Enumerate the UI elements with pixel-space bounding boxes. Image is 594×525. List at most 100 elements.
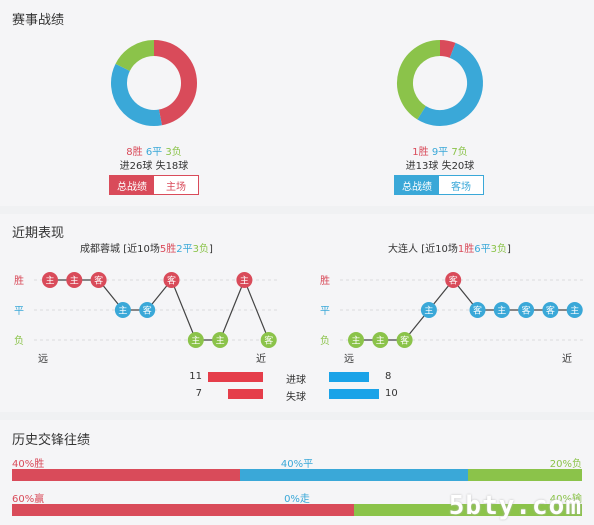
history-row2-loss: 40%输: [549, 494, 582, 505]
home-match-venue: 客: [264, 335, 273, 347]
home-record-line: 8胜 6平 3负: [0, 143, 308, 158]
home-near-label: 近: [256, 352, 266, 365]
home-match-venue: 主: [191, 335, 200, 347]
away-match-venue: 客: [473, 305, 482, 317]
away-match-venue: 主: [351, 335, 360, 347]
stat-label: 失球: [286, 392, 306, 403]
away-match-dot[interactable]: [348, 332, 364, 348]
home-match-dot[interactable]: [139, 302, 156, 318]
home-match-venue: 主: [216, 335, 225, 347]
away-match-venue: 客: [522, 305, 531, 317]
away-match-venue: 客: [546, 305, 555, 317]
home-match-venue: 主: [45, 275, 54, 287]
home-summary-prefix: [近10场: [123, 244, 160, 255]
history-row1-draw: 40%平: [280, 459, 314, 470]
history-row1-bar: [12, 469, 582, 481]
away-match-dot[interactable]: [372, 332, 389, 348]
away-summary-loss: 3负: [490, 244, 507, 255]
record-panel: 赛事战绩 8胜 6平 3负 进26球 失18球 总战绩 主场 1胜 9平 7负 …: [0, 0, 594, 206]
away-form-chart: 胜平负主主客主客客主客客主远近: [320, 272, 586, 365]
home-match-dot[interactable]: [163, 272, 180, 288]
home-loss: 3负: [165, 147, 182, 158]
away-match-dot[interactable]: [542, 302, 559, 318]
home-team-name: 成都蓉城: [80, 244, 120, 255]
away-tab-total[interactable]: 总战绩: [395, 176, 439, 194]
stat-away-value: 10: [385, 388, 398, 399]
watermark-logo: 5bty.com: [448, 491, 582, 521]
away-form-line: [356, 279, 575, 341]
away-record-line: 1胜 9平 7负: [286, 143, 594, 158]
away-match-venue: 主: [570, 305, 579, 317]
away-match-dot[interactable]: [469, 302, 486, 318]
history-row2-win: 60%赢: [12, 494, 45, 505]
away-win: 1胜: [412, 147, 429, 158]
stat-away-bar: [329, 389, 379, 399]
history-row1-loss: 20%负: [549, 459, 582, 470]
stat-home-value: 7: [195, 388, 202, 399]
home-form-line: [50, 278, 270, 341]
home-draw: 6平: [145, 147, 163, 158]
history-row2-segment-win: [12, 504, 354, 516]
away-match-dot[interactable]: [518, 302, 535, 318]
home-match-dot[interactable]: [236, 272, 253, 288]
stat-label: 进球: [286, 375, 306, 386]
away-near-label: 近: [562, 352, 572, 365]
away-donut-chart: [397, 40, 483, 126]
away-far-label: 远: [344, 353, 354, 365]
home-tab-total[interactable]: 总战绩: [110, 176, 154, 194]
record-title: 赛事战绩: [12, 13, 65, 28]
home-summary-win: 5胜: [159, 244, 177, 255]
home-tab-venue[interactable]: 主场: [154, 176, 198, 194]
away-goals: 进13球 失20球: [405, 161, 475, 172]
away-row-label-D: 平: [320, 306, 330, 317]
history-row2-segment-loss: [354, 504, 582, 516]
home-match-venue: 客: [94, 275, 103, 287]
stat-away-bar: [329, 372, 369, 382]
home-match-venue: 主: [240, 275, 249, 287]
home-tabs: 总战绩 主场: [109, 175, 199, 195]
history-row2-draw: 0%走: [284, 494, 310, 505]
history-row1-segment-win: [12, 469, 240, 481]
home-row-label-L: 负: [14, 334, 24, 347]
home-match-dot[interactable]: [90, 272, 107, 288]
stat-home-value: 11: [189, 371, 202, 382]
history-row1-win: 40%胜: [12, 459, 45, 470]
home-slice-win: [153, 40, 197, 126]
away-tab-venue[interactable]: 客场: [439, 176, 483, 194]
away-slice-loss: [397, 40, 441, 120]
away-match-venue: 客: [449, 275, 458, 287]
home-win: 8胜: [126, 147, 143, 158]
away-match-venue: 主: [424, 305, 433, 317]
home-row-label-D: 平: [14, 306, 24, 317]
history-row2-bar: [12, 504, 582, 516]
home-match-dot[interactable]: [260, 332, 277, 348]
away-match-venue: 主: [376, 335, 385, 347]
home-match-dot[interactable]: [42, 272, 58, 288]
away-match-dot[interactable]: [566, 302, 583, 318]
home-match-dot[interactable]: [66, 272, 83, 288]
home-match-venue: 主: [118, 305, 127, 317]
away-match-dot[interactable]: [396, 332, 413, 348]
away-summary-suffix: ]: [506, 244, 511, 255]
away-loss: 7负: [451, 147, 468, 158]
away-summary-win: 1胜: [457, 244, 475, 255]
away-match-venue: 客: [400, 335, 409, 347]
home-recent-header: 成都蓉城 [近10场5胜2平3负]: [80, 240, 213, 255]
home-summary-suffix: ]: [208, 244, 213, 255]
away-match-dot[interactable]: [420, 302, 437, 318]
home-match-dot[interactable]: [114, 302, 131, 318]
history-panel: 历史交锋往绩 40%胜 40%平 20%负 60%赢 0%走 40%输 5bty…: [0, 420, 594, 525]
home-match-dot[interactable]: [187, 332, 204, 348]
away-match-dot[interactable]: [493, 302, 510, 318]
history-title: 历史交锋往绩: [12, 433, 91, 448]
away-slice-win: [439, 40, 456, 58]
home-match-venue: 客: [167, 275, 176, 287]
away-summary-prefix: [近10场: [421, 244, 458, 255]
recent-title: 近期表现: [12, 226, 65, 241]
stat-home-bar: [208, 372, 263, 382]
away-slice-draw: [417, 42, 483, 126]
home-match-dot[interactable]: [212, 332, 229, 348]
recent-panel: 近期表现 成都蓉城 [近10场5胜2平3负] 大连人 [近10场1胜6平3负] …: [0, 214, 594, 412]
home-far-label: 远: [38, 353, 48, 365]
away-match-dot[interactable]: [445, 272, 462, 288]
